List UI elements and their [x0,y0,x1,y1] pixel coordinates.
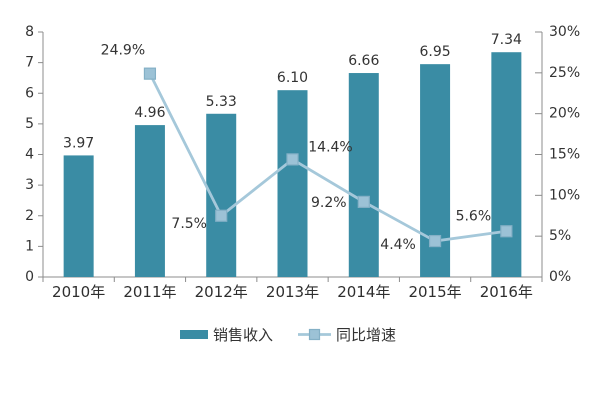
bar-value-label: 6.66 [348,53,379,69]
right-axis-tick-label: 10% [549,187,580,203]
growth-point-marker [286,153,299,166]
bar [491,52,522,278]
legend-sales-swatch [180,330,208,339]
bar-value-label: 6.95 [419,44,450,60]
growth-point-label: 5.6% [456,208,492,224]
bars-series: 3.97 4.96 5.33 6.10 6.66 6.95 7.34 [63,32,522,278]
left-axis-tick-label: 5 [25,116,34,132]
left-axis-tick-label: 0 [25,269,34,285]
x-axis-label: 2015年 [408,283,461,301]
legend-sales-label: 销售收入 [213,326,273,344]
bar [63,155,94,277]
growth-line-series: 24.9% 7.5% 14.4% 9.2% 4.4% 5.6% [101,43,513,253]
legend-growth-marker [308,328,321,341]
left-axis-tick-label: 4 [25,147,34,163]
x-axis-label: 2014年 [337,283,390,301]
bar-value-label: 7.34 [491,32,522,48]
left-axis-tick-label: 1 [25,238,34,254]
growth-point-label: 24.9% [101,43,145,59]
left-axis-tick-label: 7 [25,55,34,71]
left-axis-tick-label: 6 [25,85,34,101]
right-axis-tick-label: 25% [549,65,580,81]
growth-point-marker [143,67,157,80]
legend-growth-label: 同比增速 [336,326,396,344]
legend: 销售收入 同比增速 [180,326,396,344]
bar-value-label: 6.10 [277,70,308,86]
left-axis-tick-label: 8 [25,24,34,40]
right-axis-tick-label: 5% [549,228,571,244]
growth-point-marker [215,209,228,222]
left-axis-tick-label: 2 [25,208,34,224]
x-axis-label: 2016年 [480,283,533,301]
growth-point-label: 4.4% [380,237,416,253]
bar [348,73,379,277]
x-axis-label: 2010年 [52,283,105,301]
growth-point-marker [357,195,370,208]
bar-value-label: 3.97 [63,135,94,151]
bar [277,90,308,277]
left-axis-tick-label: 3 [25,177,34,193]
growth-point-label: 7.5% [171,216,207,232]
bar-value-label: 5.33 [206,94,237,110]
right-axis-tick-label: 15% [549,147,580,163]
x-axis-label: 2012年 [195,283,248,301]
bar [134,125,165,277]
right-axis-tick-label: 0% [549,269,571,285]
right-axis-tick-label: 30% [549,24,580,40]
growth-point-label: 14.4% [308,139,352,155]
x-axis-label: 2013年 [266,283,319,301]
growth-point-label: 9.2% [311,195,347,211]
growth-line [148,73,507,243]
right-axis-tick-label: 20% [549,106,580,122]
x-axis-label: 2011年 [123,283,176,301]
bar-value-label: 4.96 [134,105,165,121]
growth-point-marker [500,225,513,238]
growth-point-marker [428,234,442,248]
